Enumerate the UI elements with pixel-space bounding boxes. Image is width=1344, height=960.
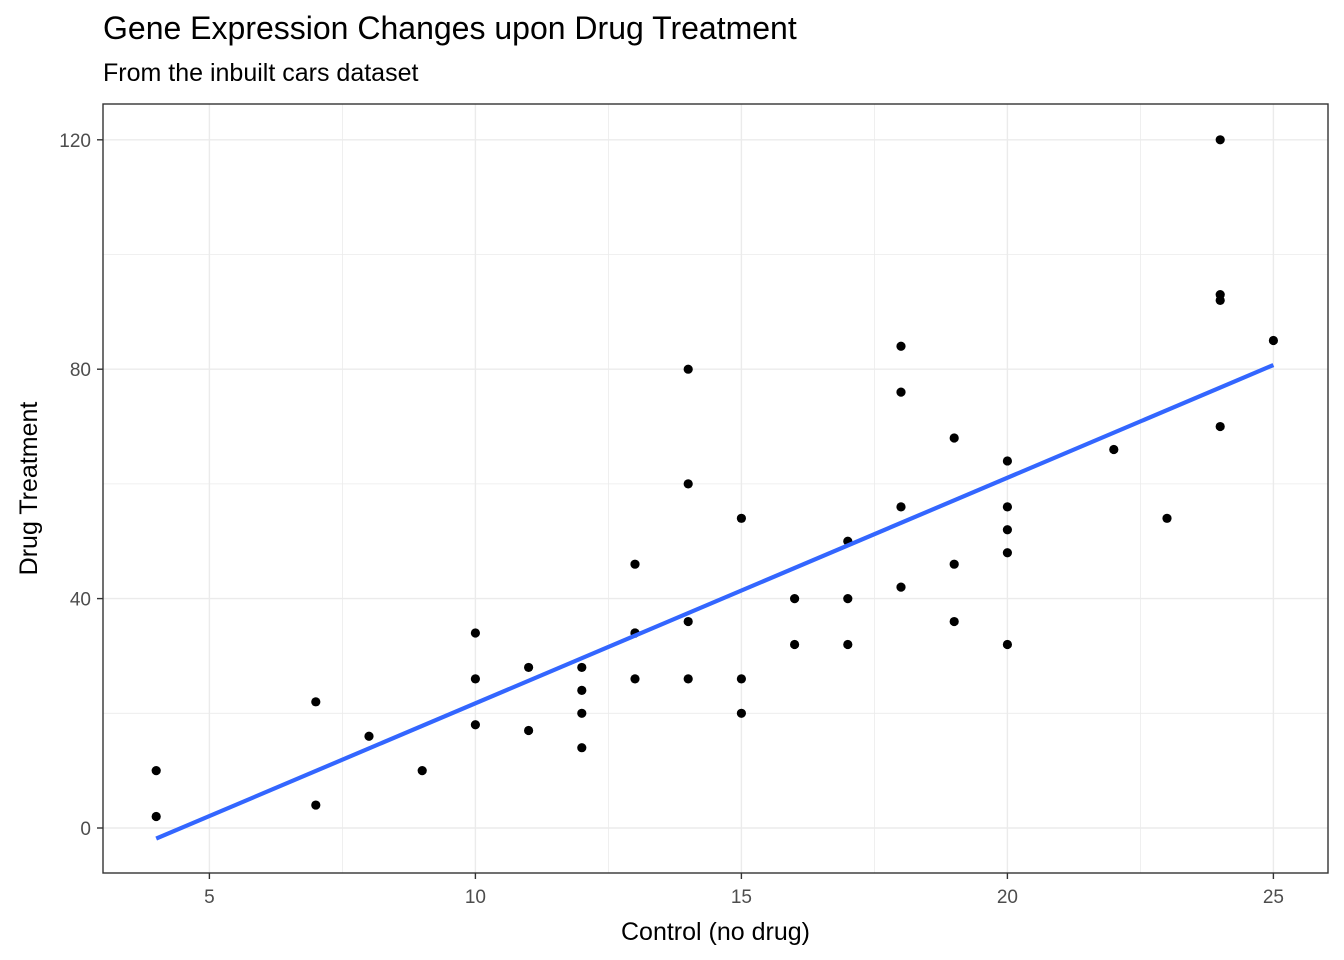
- data-point: [843, 594, 853, 604]
- y-tick-label: 0: [80, 819, 91, 840]
- data-point: [417, 766, 427, 776]
- data-point: [1215, 421, 1225, 432]
- data-point: [683, 674, 693, 684]
- y-tick-label: 120: [59, 131, 91, 152]
- data-point: [1215, 135, 1225, 145]
- data-point: [843, 639, 853, 650]
- data-point: [151, 766, 161, 776]
- x-tick-label: 15: [731, 887, 752, 908]
- trend-line-group: [155, 363, 1275, 841]
- data-point: [311, 800, 321, 810]
- data-point: [470, 720, 480, 730]
- x-tick-label: 10: [465, 887, 486, 908]
- data-point: [896, 582, 906, 592]
- data-points: [151, 135, 1278, 822]
- trend-line: [155, 363, 1275, 841]
- data-point: [524, 725, 534, 736]
- data-point: [1162, 513, 1172, 523]
- data-point: [896, 387, 906, 397]
- data-point: [577, 708, 587, 718]
- data-point: [524, 662, 534, 673]
- x-tick-label: 25: [1263, 887, 1284, 908]
- data-point: [1109, 444, 1119, 455]
- data-point: [683, 616, 693, 627]
- data-point: [151, 811, 161, 822]
- chart-subtitle: From the inbuilt cars dataset: [103, 59, 419, 87]
- data-point: [577, 685, 587, 695]
- data-point: [790, 639, 800, 650]
- data-point: [1002, 525, 1013, 535]
- data-point: [311, 697, 321, 707]
- data-point: [1002, 456, 1013, 466]
- data-point: [949, 433, 959, 443]
- panel-border: [102, 103, 1329, 874]
- y-axis-title: Drug Treatment: [15, 402, 43, 576]
- data-point: [736, 708, 747, 718]
- data-point: [896, 341, 906, 351]
- data-point: [736, 674, 747, 684]
- data-point: [949, 616, 959, 627]
- data-point: [1002, 502, 1013, 512]
- y-tick-label: 80: [70, 360, 91, 381]
- data-point: [683, 479, 693, 489]
- data-point: [1002, 639, 1013, 650]
- minor-gridlines: [103, 104, 1328, 873]
- axis-tick-labels: 5 10 15 20 25 0 40 80 120: [59, 131, 1284, 908]
- data-point: [630, 674, 640, 684]
- data-point: [896, 502, 906, 512]
- data-point: [683, 364, 693, 374]
- data-point: [577, 743, 587, 753]
- axis-ticks: [97, 139, 1275, 879]
- data-point: [790, 594, 800, 604]
- data-point: [949, 559, 959, 569]
- data-point: [577, 662, 587, 673]
- chart-title: Gene Expression Changes upon Drug Treatm…: [103, 10, 797, 46]
- y-tick-label: 40: [70, 590, 91, 611]
- data-point: [1002, 548, 1013, 558]
- data-point: [736, 513, 747, 523]
- major-gridlines: [103, 104, 1328, 873]
- data-point: [1268, 335, 1278, 346]
- x-axis-title: Control (no drug): [621, 918, 810, 946]
- data-point: [1215, 290, 1225, 300]
- data-point: [470, 628, 480, 638]
- data-point: [364, 731, 374, 741]
- data-point: [470, 674, 480, 684]
- x-tick-label: 5: [204, 887, 215, 908]
- data-point: [630, 559, 640, 569]
- x-tick-label: 20: [997, 887, 1018, 908]
